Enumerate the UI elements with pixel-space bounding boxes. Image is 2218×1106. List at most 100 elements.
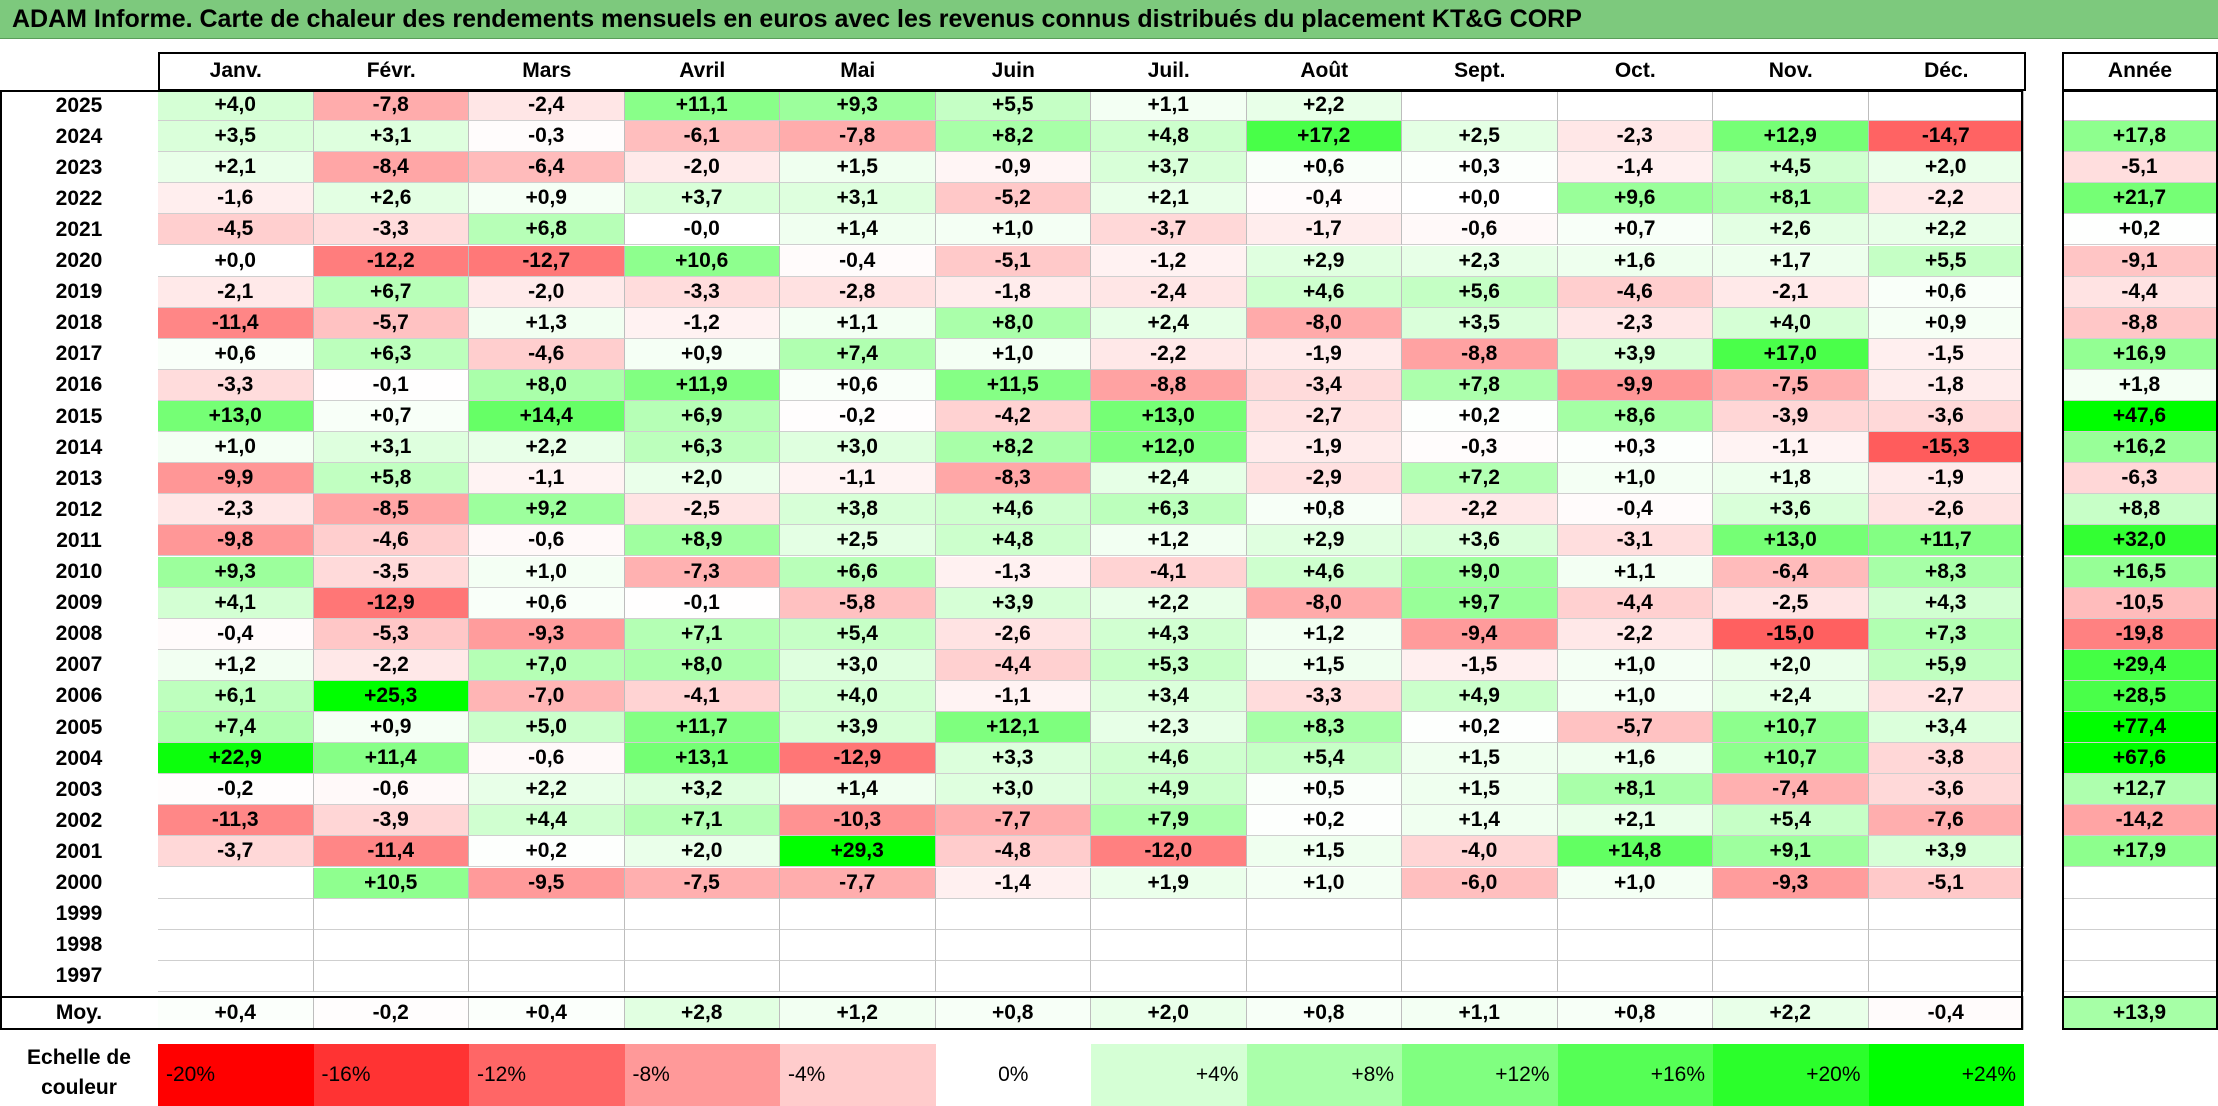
heatmap-cell: -1,1 [780, 463, 936, 495]
heatmap-cell: +3,0 [780, 649, 936, 681]
heatmap-cell: +29,3 [780, 836, 936, 868]
annual-cell [2062, 929, 2218, 961]
heatmap-cell: +4,3 [1868, 587, 2024, 619]
heatmap-cell [313, 929, 469, 961]
heatmap-cell: -9,4 [1402, 618, 1558, 650]
average-cell: +1,1 [1402, 996, 1558, 1030]
heatmap-cell: -8,8 [1402, 338, 1558, 370]
heatmap-cell: +5,3 [1091, 649, 1247, 681]
color-scale-swatch: +24% [1868, 1044, 2024, 1106]
year-label: 2003 [55, 777, 103, 801]
page-title: ADAM Informe. Carte de chaleur des rende… [12, 5, 1582, 33]
heatmap-cell: -1,2 [624, 307, 780, 339]
heatmap-cell [158, 960, 314, 992]
heatmap-cell: +8,0 [935, 307, 1091, 339]
heatmap-cell: -12,2 [313, 245, 469, 277]
heatmap-cell: -1,9 [1246, 432, 1402, 464]
heatmap-cell: -9,3 [1713, 867, 1869, 899]
heatmap-cell: -0,4 [158, 618, 314, 650]
heatmap-cell: +2,2 [469, 774, 625, 806]
heatmap-cell: +17,2 [1246, 121, 1402, 153]
heatmap-cell: -1,1 [935, 680, 1091, 712]
color-scale-swatch: 0% [935, 1044, 1091, 1106]
heatmap-cell: +3,1 [313, 432, 469, 464]
heatmap-cell: -15,3 [1868, 432, 2024, 464]
annual-cell: +29,4 [2062, 649, 2218, 681]
heatmap-cell: +0,9 [469, 183, 625, 215]
heatmap-cell: +11,5 [935, 369, 1091, 401]
average-cell: +0,4 [158, 996, 314, 1030]
year-label: 2015 [55, 404, 103, 428]
average-cell: -0,2 [313, 996, 469, 1030]
heatmap-cell: -2,7 [1246, 401, 1402, 433]
heatmap-cell: -5,1 [1868, 867, 2024, 899]
year-label: 1999 [55, 902, 103, 926]
heatmap-cell: +8,1 [1557, 774, 1713, 806]
heatmap-cell: -7,8 [313, 90, 469, 122]
annual-cell [2062, 960, 2218, 992]
heatmap-cell: +0,6 [1868, 276, 2024, 308]
year-label: 2005 [55, 715, 103, 739]
heatmap-cell: +1,0 [1557, 463, 1713, 495]
heatmap-cell [1713, 929, 1869, 961]
color-scale-label-line2: couleur [41, 1076, 117, 1099]
heatmap-cell: -0,1 [313, 369, 469, 401]
heatmap-cell: -1,8 [1868, 369, 2024, 401]
heatmap-cell: +1,0 [1557, 649, 1713, 681]
heatmap-cell: -9,3 [469, 618, 625, 650]
heatmap-cell: +8,3 [1868, 556, 2024, 588]
heatmap-cell: -7,8 [780, 121, 936, 153]
heatmap-cell: +22,9 [158, 743, 314, 775]
heatmap-cell: +8,6 [1557, 401, 1713, 433]
heatmap-cell: +2,0 [1868, 152, 2024, 184]
heatmap-cell: +0,2 [469, 836, 625, 868]
heatmap-cell: -2,1 [158, 276, 314, 308]
heatmap-cell: -2,8 [780, 276, 936, 308]
heatmap-cell: +0,0 [1402, 183, 1558, 215]
heatmap-cell: +13,1 [624, 743, 780, 775]
heatmap-cell [935, 929, 1091, 961]
heatmap-cell: +1,4 [780, 774, 936, 806]
heatmap-cell: +12,9 [1713, 121, 1869, 153]
heatmap-cell: +3,9 [780, 712, 936, 744]
heatmap-cell: +25,3 [313, 680, 469, 712]
heatmap-cell [1713, 898, 1869, 930]
heatmap-cell: +3,4 [1091, 680, 1247, 712]
annual-cell: +17,8 [2062, 121, 2218, 153]
heatmap-cell: -2,6 [935, 618, 1091, 650]
heatmap-cell: -2,3 [158, 494, 314, 526]
heatmap-cell: -7,7 [935, 805, 1091, 837]
heatmap-cell: -14,7 [1868, 121, 2024, 153]
heatmap-cell: -0,3 [1402, 432, 1558, 464]
heatmap-cell [1868, 929, 2024, 961]
average-label: Moy. [55, 1001, 103, 1024]
heatmap-cell: -4,1 [1091, 556, 1247, 588]
annual-cell: -4,4 [2062, 276, 2218, 308]
heatmap-cell: -4,5 [158, 214, 314, 246]
year-label: 2017 [55, 342, 103, 366]
heatmap-cell: -7,3 [624, 556, 780, 588]
average-cell: +0,8 [1246, 996, 1402, 1030]
heatmap-cell: +2,0 [624, 836, 780, 868]
year-label: 2025 [55, 93, 103, 117]
average-cell: +2,8 [624, 996, 780, 1030]
heatmap-cell [158, 867, 314, 899]
heatmap-cell: +2,1 [158, 152, 314, 184]
heatmap-cell: +3,8 [780, 494, 936, 526]
heatmap-cell: +1,0 [935, 338, 1091, 370]
heatmap-cell: -0,3 [469, 121, 625, 153]
average-annual-cell: +13,9 [2062, 996, 2218, 1030]
heatmap-cell: +4,0 [158, 90, 314, 122]
heatmap-cell: -9,9 [158, 463, 314, 495]
heatmap-cell: +0,3 [1557, 432, 1713, 464]
heatmap-cell: +10,7 [1713, 712, 1869, 744]
average-cell: -0,4 [1868, 996, 2024, 1030]
heatmap-cell [1402, 960, 1558, 992]
heatmap-cell: -6,4 [1713, 556, 1869, 588]
month-header: Déc. [1924, 59, 1969, 82]
heatmap-cell: +10,6 [624, 245, 780, 277]
heatmap-cell: +9,2 [469, 494, 625, 526]
heatmap-cell [1091, 898, 1247, 930]
color-scale-swatch: -8% [624, 1044, 780, 1106]
heatmap-cell [624, 960, 780, 992]
